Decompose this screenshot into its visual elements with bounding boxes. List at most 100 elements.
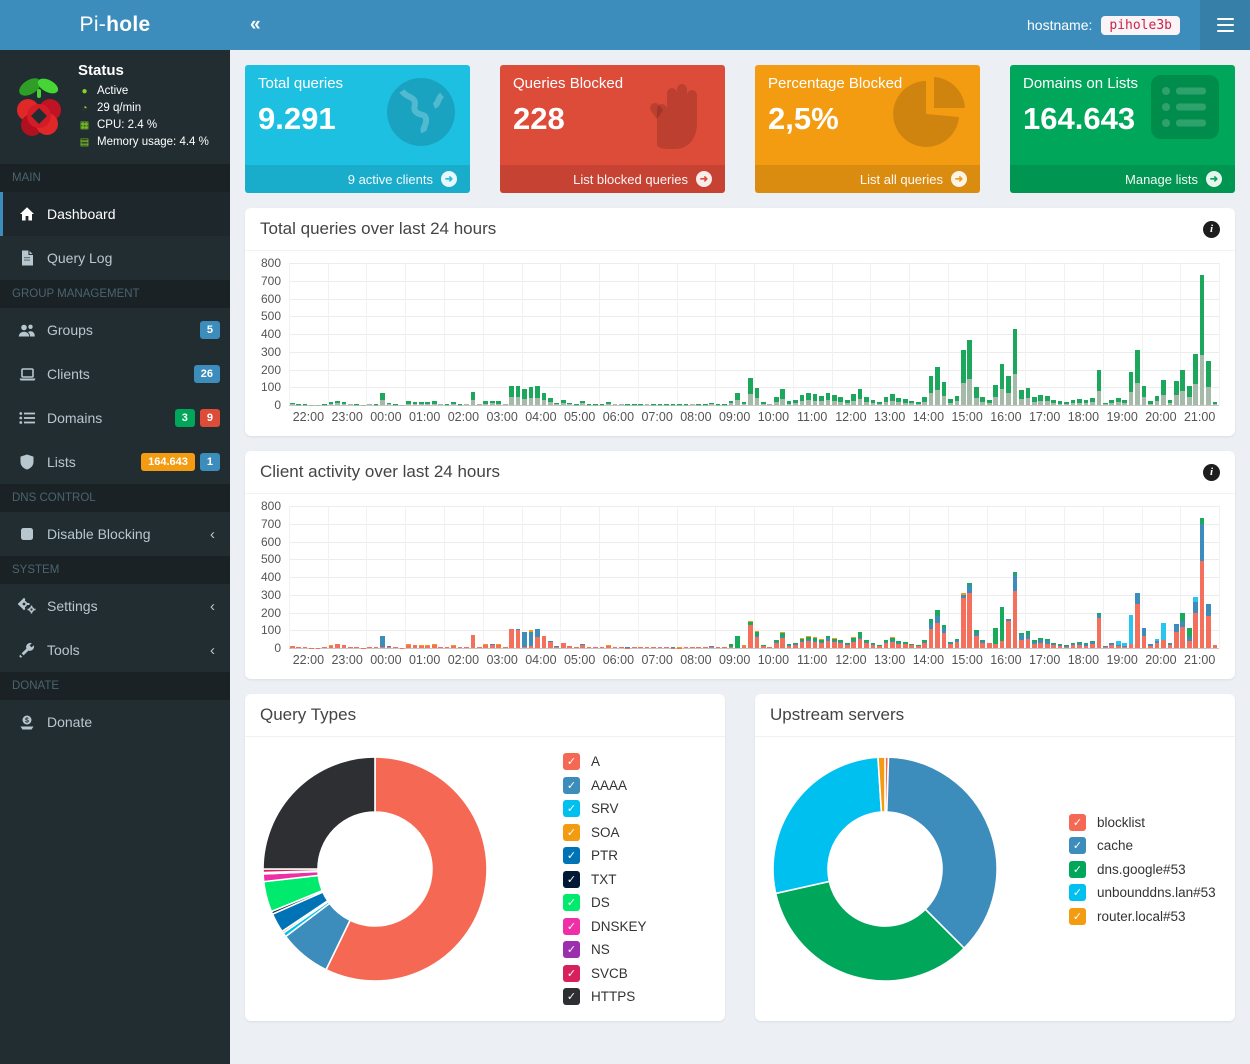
bar[interactable] (554, 263, 559, 405)
bar[interactable] (974, 506, 979, 648)
bar[interactable] (1000, 263, 1005, 405)
bar[interactable] (1155, 506, 1160, 648)
bar[interactable] (767, 263, 772, 405)
bar[interactable] (987, 506, 992, 648)
bar[interactable] (974, 263, 979, 405)
legend-item-SOA[interactable]: ✓SOA (563, 824, 647, 841)
bar[interactable] (503, 263, 508, 405)
bar[interactable] (871, 506, 876, 648)
bar[interactable] (1142, 506, 1147, 648)
info-icon[interactable]: i (1203, 464, 1220, 481)
bar[interactable] (1006, 263, 1011, 405)
bar[interactable] (877, 506, 882, 648)
legend-item-TXT[interactable]: ✓TXT (563, 871, 647, 888)
bar[interactable] (548, 263, 553, 405)
bar[interactable] (451, 263, 456, 405)
bar[interactable] (432, 263, 437, 405)
bar[interactable] (690, 506, 695, 648)
bar[interactable] (716, 506, 721, 648)
bar[interactable] (864, 263, 869, 405)
bar[interactable] (955, 506, 960, 648)
bar[interactable] (1206, 506, 1211, 648)
bar[interactable] (787, 506, 792, 648)
legend-checkbox[interactable]: ✓ (1069, 837, 1086, 854)
bar[interactable] (432, 506, 437, 648)
bar[interactable] (1168, 263, 1173, 405)
bar[interactable] (1161, 263, 1166, 405)
bar[interactable] (593, 506, 598, 648)
bar[interactable] (651, 263, 656, 405)
sidebar-collapse-icon[interactable]: « (250, 14, 261, 36)
bar[interactable] (1097, 263, 1102, 405)
bar[interactable] (903, 506, 908, 648)
bar[interactable] (400, 506, 405, 648)
bar[interactable] (935, 506, 940, 648)
bar[interactable] (374, 506, 379, 648)
legend-item-SVCB[interactable]: ✓SVCB (563, 965, 647, 982)
bar[interactable] (819, 506, 824, 648)
legend-item-dns.google#53[interactable]: ✓dns.google#53 (1069, 861, 1216, 878)
bar[interactable] (619, 506, 624, 648)
bar[interactable] (967, 263, 972, 405)
bar[interactable] (800, 263, 805, 405)
bar[interactable] (1071, 506, 1076, 648)
bar[interactable] (1187, 263, 1192, 405)
bar[interactable] (896, 263, 901, 405)
bar[interactable] (909, 506, 914, 648)
upstream-servers-donut-chart[interactable] (769, 753, 1001, 985)
bar[interactable] (922, 263, 927, 405)
bar[interactable] (722, 263, 727, 405)
bar[interactable] (471, 506, 476, 648)
bar[interactable] (496, 506, 501, 648)
bar[interactable] (1193, 263, 1198, 405)
bar[interactable] (767, 506, 772, 648)
bar[interactable] (290, 263, 295, 405)
bar[interactable] (600, 263, 605, 405)
bar[interactable] (858, 506, 863, 648)
bar[interactable] (464, 506, 469, 648)
legend-checkbox[interactable]: ✓ (563, 777, 580, 794)
bar[interactable] (613, 263, 618, 405)
bar[interactable] (684, 506, 689, 648)
bar[interactable] (471, 263, 476, 405)
bar[interactable] (1109, 263, 1114, 405)
bar[interactable] (374, 263, 379, 405)
bar[interactable] (1038, 506, 1043, 648)
bar[interactable] (1071, 263, 1076, 405)
legend-checkbox[interactable]: ✓ (563, 941, 580, 958)
bar[interactable] (942, 263, 947, 405)
bar[interactable] (858, 263, 863, 405)
bar[interactable] (1058, 506, 1063, 648)
info-icon[interactable]: i (1203, 221, 1220, 238)
bar[interactable] (625, 263, 630, 405)
bar[interactable] (980, 263, 985, 405)
bar[interactable] (696, 506, 701, 648)
bar[interactable] (1187, 506, 1192, 648)
bar[interactable] (800, 506, 805, 648)
bar[interactable] (1013, 263, 1018, 405)
legend-checkbox[interactable]: ✓ (563, 988, 580, 1005)
bar[interactable] (664, 506, 669, 648)
bar[interactable] (806, 263, 811, 405)
bar[interactable] (1019, 263, 1024, 405)
bar[interactable] (361, 506, 366, 648)
bar[interactable] (677, 506, 682, 648)
legend-checkbox[interactable]: ✓ (1069, 908, 1086, 925)
legend-checkbox[interactable]: ✓ (563, 847, 580, 864)
bar[interactable] (671, 506, 676, 648)
bar[interactable] (380, 263, 385, 405)
bar[interactable] (1129, 506, 1134, 648)
bar[interactable] (1180, 506, 1185, 648)
bar[interactable] (1103, 506, 1108, 648)
sidebar-item-settings[interactable]: Settings‹ (0, 584, 230, 628)
bar[interactable] (929, 263, 934, 405)
bar[interactable] (1045, 506, 1050, 648)
bar[interactable] (709, 263, 714, 405)
bar[interactable] (1064, 506, 1069, 648)
bar[interactable] (438, 506, 443, 648)
bar[interactable] (309, 506, 314, 648)
legend-item-HTTPS[interactable]: ✓HTTPS (563, 988, 647, 1005)
legend-item-PTR[interactable]: ✓PTR (563, 847, 647, 864)
bar[interactable] (1109, 506, 1114, 648)
bar[interactable] (380, 506, 385, 648)
